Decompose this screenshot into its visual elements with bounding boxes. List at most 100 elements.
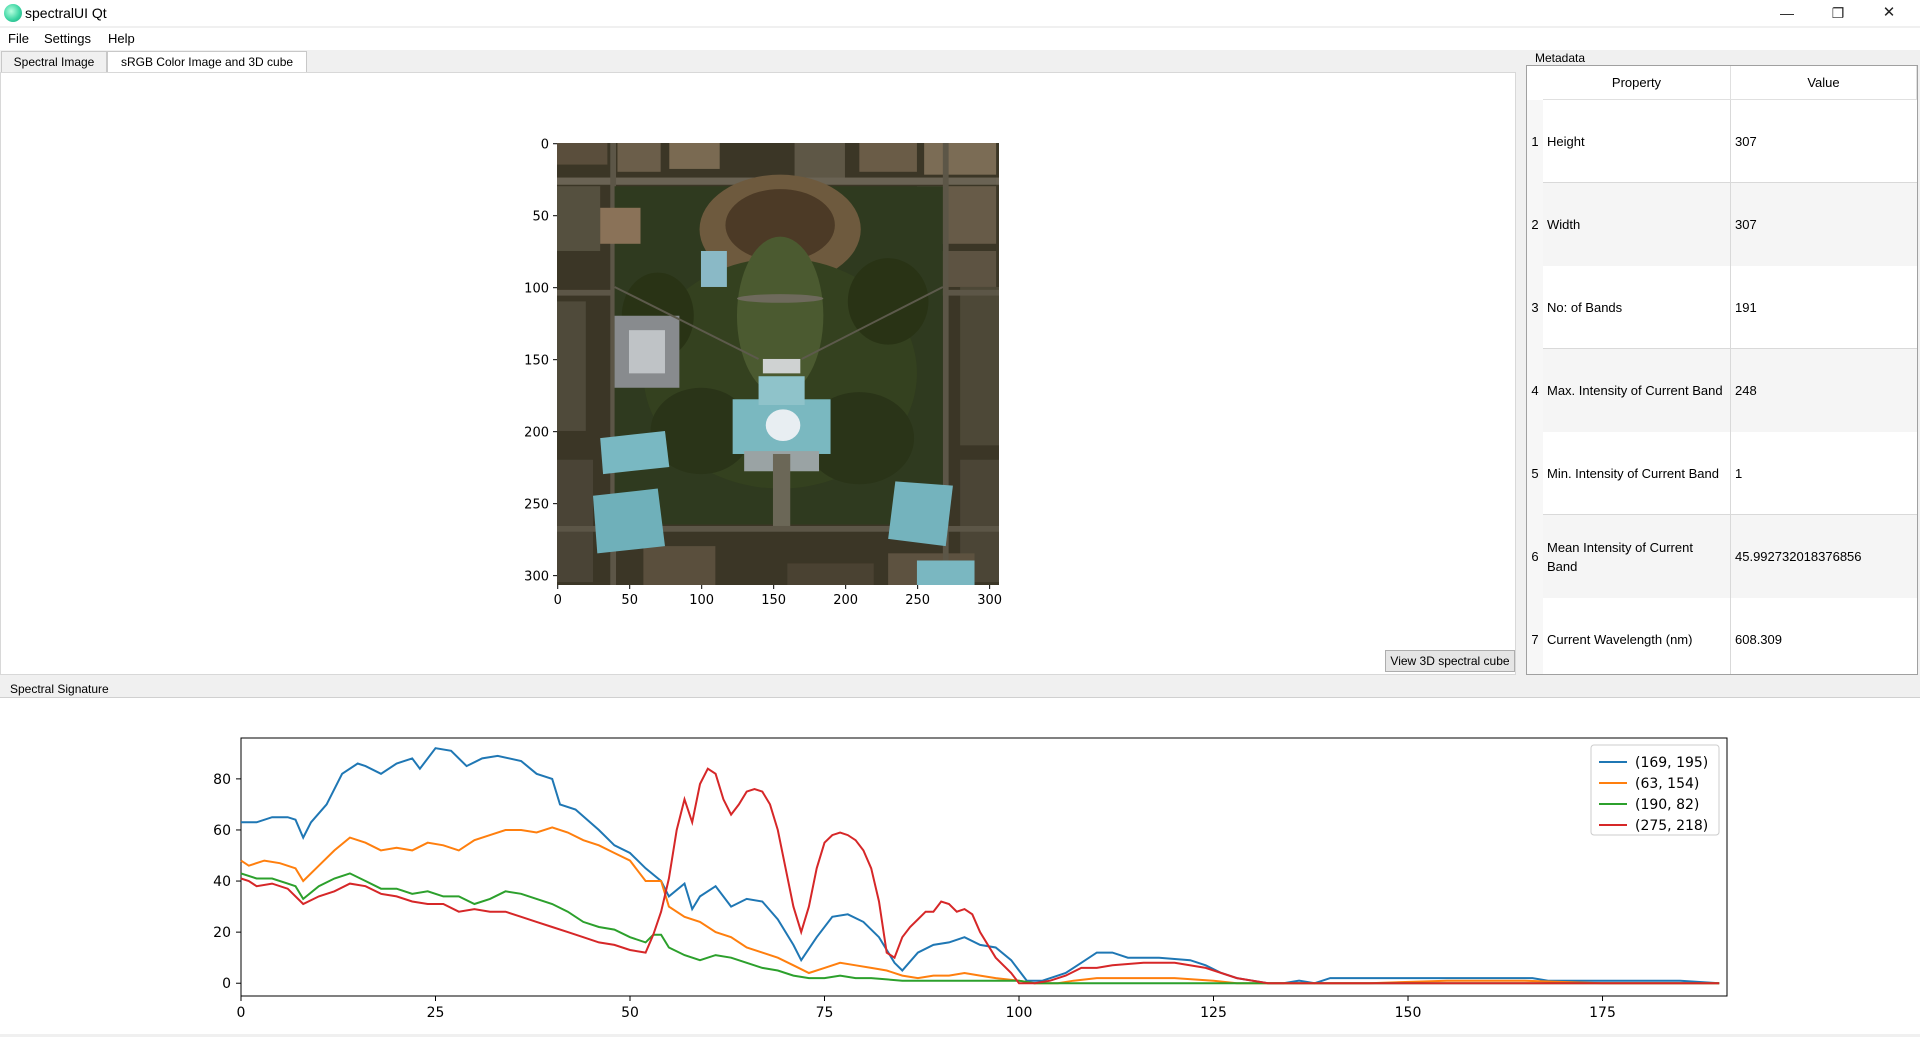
tab-spectral-image[interactable]: Spectral Image	[1, 51, 107, 73]
property-text: No: of Bands	[1547, 300, 1623, 315]
x-tick-label: 50	[621, 1005, 639, 1021]
srgb-image-plot: 0 50 100 150 200 250 300 0 50 100 150 200 250 300	[524, 138, 1002, 608]
legend-label: (190, 82)	[1635, 797, 1699, 813]
image-x-tick-label: 300	[977, 593, 1002, 608]
column-header-property[interactable]: Property	[1543, 66, 1731, 100]
property-text: Mean Intensity of Current Band	[1547, 539, 1693, 574]
street	[557, 525, 999, 532]
x-tick-label: 175	[1589, 1005, 1616, 1021]
menu-bar: File Settings Help	[0, 28, 1920, 50]
value-text: 248	[1735, 383, 1757, 398]
value-cell[interactable]: 1	[1731, 432, 1917, 515]
image-y-tick-label: 250	[524, 498, 549, 513]
value-cell[interactable]: 248	[1731, 349, 1917, 432]
office-courtyard	[628, 330, 665, 374]
property-cell[interactable]: No: of Bands	[1543, 266, 1731, 349]
metadata-row[interactable]: 3 No: of Bands 191	[1527, 266, 1917, 349]
image-x-tick-label: 250	[905, 593, 930, 608]
value-cell[interactable]: 307	[1731, 183, 1917, 266]
image-y-tick-label: 100	[524, 282, 549, 297]
row-number: 1	[1527, 100, 1543, 183]
plot-frame	[240, 737, 1728, 997]
value-cell[interactable]: 307	[1731, 100, 1917, 183]
property-cell[interactable]: Mean Intensity of Current Band	[1543, 515, 1731, 598]
city-block	[859, 143, 917, 172]
row-number: 2	[1527, 183, 1543, 266]
city-block	[617, 143, 661, 172]
property-cell[interactable]: Max. Intensity of Current Band	[1543, 349, 1731, 432]
x-tick-label: 0	[237, 1005, 246, 1021]
city-block	[557, 143, 608, 165]
image-y-tick-label: 200	[524, 426, 549, 441]
city-block	[557, 186, 601, 251]
close-button[interactable]: ✕	[1882, 4, 1896, 21]
y-tick-label: 60	[213, 823, 231, 839]
value-cell[interactable]: 608.309	[1731, 598, 1917, 674]
restore-button[interactable]: ❐	[1831, 5, 1845, 21]
property-cell[interactable]: Current Wavelength (nm)	[1543, 598, 1731, 674]
capitol-dome	[765, 409, 801, 442]
city-block	[557, 459, 593, 583]
city-block	[794, 143, 845, 179]
teal-roof	[600, 430, 670, 475]
reflecting-pool	[725, 189, 835, 262]
column-header-value[interactable]: Value	[1731, 66, 1917, 100]
city-block	[960, 286, 999, 446]
srgb-image	[557, 143, 999, 585]
row-number: 7	[1527, 598, 1543, 674]
value-cell[interactable]: 191	[1731, 266, 1917, 349]
menu-help[interactable]: Help	[108, 31, 135, 46]
legend-label: (63, 154)	[1635, 776, 1699, 792]
image-y-tick-label: 0	[541, 138, 549, 153]
metadata-row[interactable]: 2 Width 307	[1527, 183, 1917, 266]
metadata-row[interactable]: 6 Mean Intensity of Current Band 45.992732…	[1527, 515, 1917, 598]
metadata-row[interactable]: 4 Max. Intensity of Current Band 248	[1527, 349, 1917, 432]
value-text: 45.992732018376856	[1735, 549, 1862, 564]
legend-label: (275, 218)	[1635, 818, 1708, 834]
metadata-row[interactable]: 1 Height 307	[1527, 100, 1917, 183]
park-path	[614, 286, 944, 360]
property-cell[interactable]: Width	[1543, 183, 1731, 266]
menu-settings[interactable]: Settings	[44, 31, 91, 46]
app-icon	[4, 4, 22, 22]
row-number: 6	[1527, 515, 1543, 598]
metadata-row[interactable]: 7 Current Wavelength (nm) 608.309	[1527, 598, 1917, 674]
property-text: Current Wavelength (nm)	[1547, 632, 1693, 647]
series-line	[240, 826, 1720, 985]
city-block	[557, 301, 586, 431]
spectral-signature-panel: 0 20 40 60 80 0 25 50 75 100 125 150 175 (169, 195) (6…	[0, 697, 1920, 1034]
metadata-row[interactable]: 5 Min. Intensity of Current Band 1	[1527, 432, 1917, 515]
value-text: 307	[1735, 217, 1757, 232]
image-y-tick-label: 50	[532, 210, 549, 225]
row-number: 3	[1527, 266, 1543, 349]
property-cell[interactable]: Min. Intensity of Current Band	[1543, 432, 1731, 515]
row-number: 4	[1527, 349, 1543, 432]
mall-walkway	[772, 453, 791, 526]
tab-srgb-color-image[interactable]: sRGB Color Image and 3D cube	[107, 51, 307, 74]
y-tick-label: 40	[213, 874, 231, 890]
spectral-signature-title: Spectral Signature	[10, 682, 109, 696]
value-text: 307	[1735, 134, 1757, 149]
capitol-front	[762, 358, 801, 374]
property-cell[interactable]: Height	[1543, 100, 1731, 183]
value-cell[interactable]: 45.992732018376856	[1731, 515, 1917, 598]
series-line	[240, 872, 1720, 985]
city-block	[787, 563, 874, 585]
srgb-tab-panel: 0 50 100 150 200 250 300 0 50 100 150 200 250 300	[0, 72, 1516, 675]
x-tick-label: 100	[1006, 1005, 1033, 1021]
city-block	[669, 143, 720, 169]
x-tick-label: 25	[427, 1005, 445, 1021]
legend-box	[1590, 744, 1720, 836]
minimize-button[interactable]: —	[1780, 5, 1794, 21]
view-3d-cube-button[interactable]: View 3D spectral cube	[1385, 650, 1515, 672]
spectral-signature-chart: 0 20 40 60 80 0 25 50 75 100 125 150 175 (169, 195) (6…	[213, 737, 1728, 1021]
central-lawn	[736, 236, 824, 395]
image-y-tick-label: 150	[524, 354, 549, 369]
tree-cluster	[650, 387, 752, 475]
street	[942, 143, 949, 585]
property-text: Max. Intensity of Current Band	[1547, 383, 1723, 398]
menu-file[interactable]: File	[8, 31, 29, 46]
title-bar: spectralUI Qt — ❐ ✕	[0, 0, 1920, 26]
image-x-tick-label: 0	[554, 593, 562, 608]
window-title: spectralUI Qt	[25, 5, 107, 21]
